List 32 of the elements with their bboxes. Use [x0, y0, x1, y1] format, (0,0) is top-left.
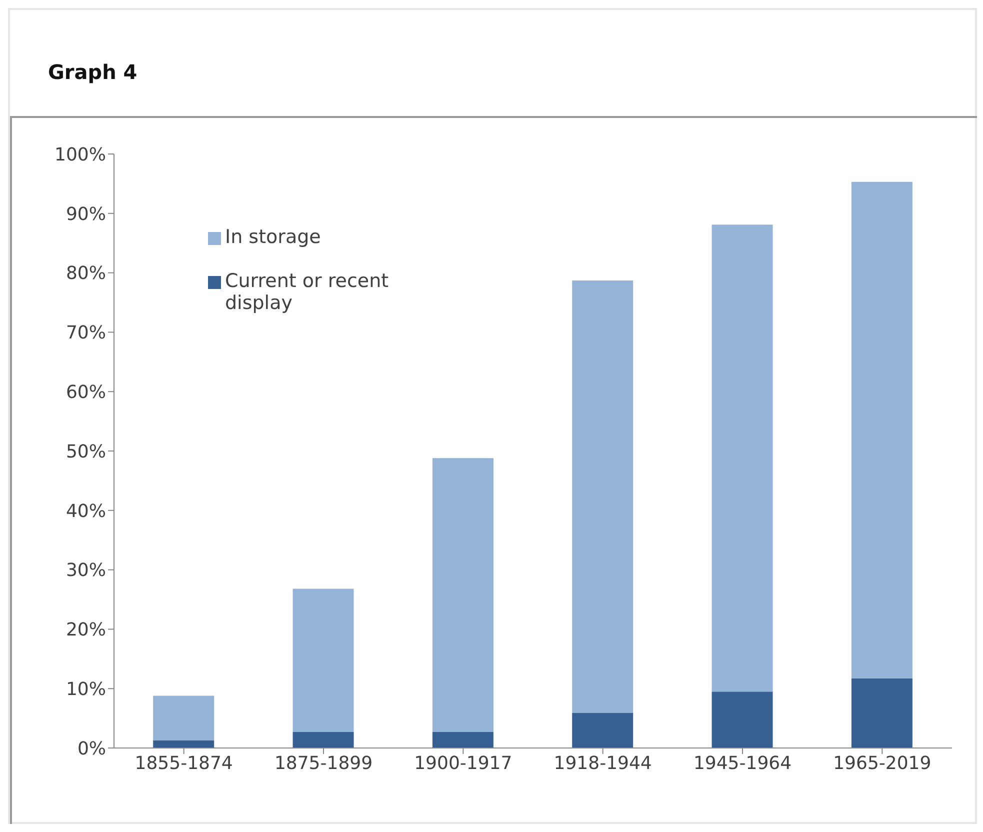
y-tick-label: 90%: [66, 204, 106, 225]
y-tick-label: 80%: [66, 263, 106, 284]
y-tick-label: 70%: [66, 322, 106, 344]
y-tick-label: 60%: [66, 382, 106, 403]
bar: [432, 458, 494, 732]
x-tick-label: 1875-1899: [274, 752, 373, 774]
bar: [292, 588, 354, 732]
x-tick-label: 1855-1874: [134, 752, 233, 774]
y-tick-label: 0%: [77, 738, 106, 760]
x-tick-label: 1918-1944: [554, 752, 652, 774]
y-tick-label: 100%: [54, 144, 106, 166]
x-tick-label: 1965-2019: [833, 752, 932, 774]
y-tick-label: 30%: [66, 560, 106, 582]
bar: [292, 732, 354, 748]
bar: [851, 182, 912, 678]
y-tick-label: 50%: [66, 441, 106, 462]
bar: [432, 732, 494, 748]
y-tick-label: 40%: [66, 500, 106, 522]
y-tick-label: 20%: [66, 620, 106, 641]
bar: [572, 712, 634, 748]
bar: [712, 692, 773, 748]
bar: [153, 740, 214, 748]
x-tick-label: 1900-1917: [414, 752, 512, 774]
legend-label: In storage: [225, 226, 321, 248]
bar: [572, 280, 634, 713]
chart-title: Graph 4: [48, 60, 138, 84]
y-tick-label: 10%: [66, 678, 106, 700]
bar: [851, 678, 912, 748]
legend-label: Current or recent display: [225, 270, 390, 314]
x-tick-label: 1945-1964: [693, 752, 792, 774]
bar: [153, 696, 214, 740]
bar: [712, 224, 773, 692]
